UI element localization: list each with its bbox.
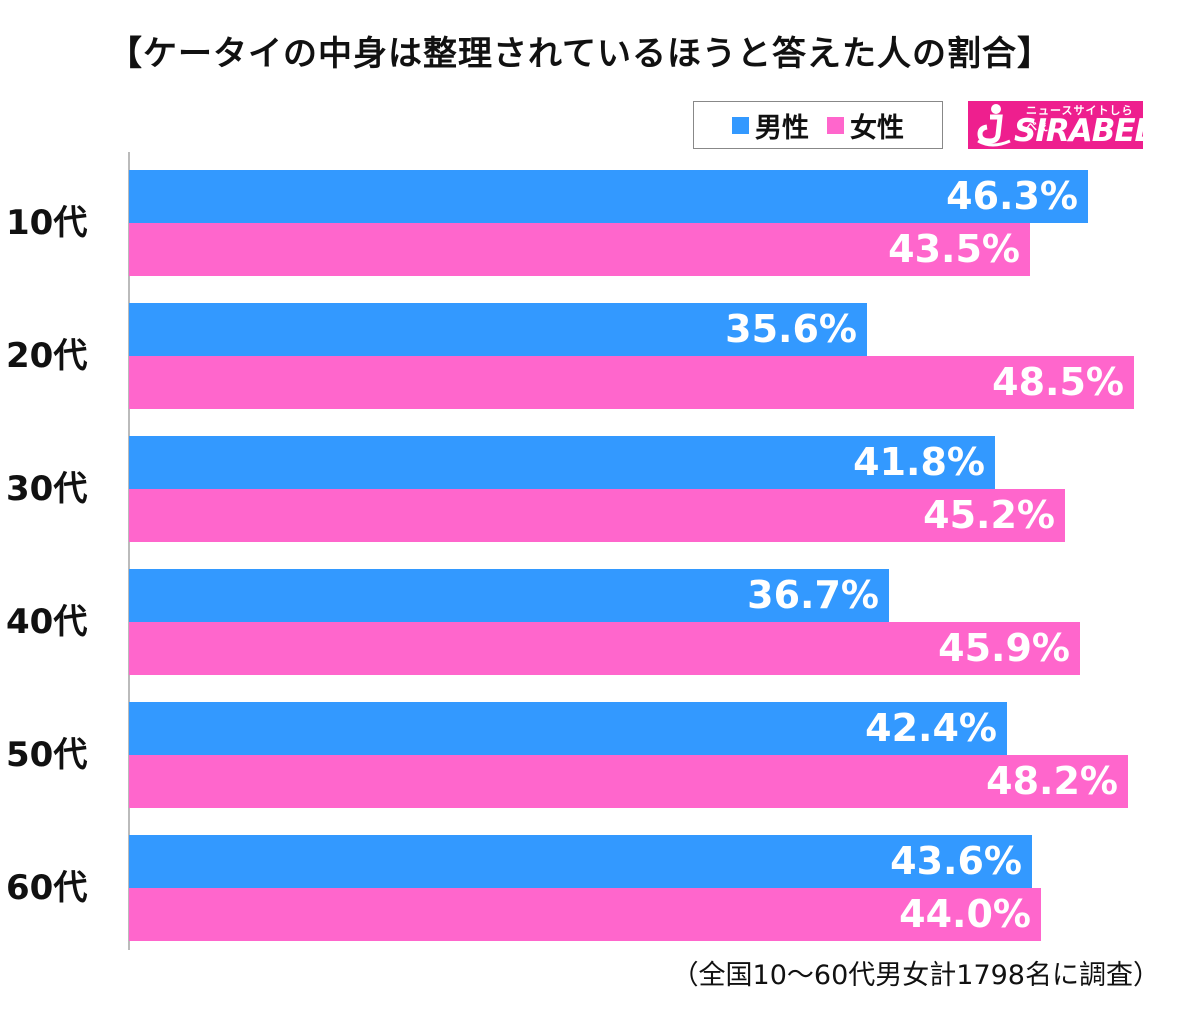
category-label: 30代 <box>6 469 88 509</box>
logo-tagline: ニュースサイトしらべぇ <box>1026 104 1134 133</box>
bar-value-label: 48.2% <box>986 759 1118 803</box>
bar-value-label: 44.0% <box>899 892 1031 936</box>
bar-male: 35.6% <box>129 303 867 356</box>
legend: 男性 女性 <box>693 101 943 149</box>
bar-value-label: 45.9% <box>938 626 1070 670</box>
chart-title: 【ケータイの中身は整理されているほうと答えた人の割合】 <box>108 34 1052 74</box>
category-label: 60代 <box>6 868 88 908</box>
bar-value-label: 42.4% <box>865 706 997 750</box>
bar-value-label: 36.7% <box>747 573 879 617</box>
bar-female: 48.2% <box>129 755 1128 808</box>
logo-wordmark: SIRABEE <box>1014 113 1143 149</box>
category-label: 10代 <box>6 203 88 243</box>
bar-male: 46.3% <box>129 170 1088 223</box>
bar-value-label: 41.8% <box>853 440 985 484</box>
legend-swatch-female <box>827 116 844 134</box>
bar-male: 43.6% <box>129 835 1032 888</box>
bar-value-label: 43.5% <box>888 227 1020 271</box>
bar-female: 45.2% <box>129 489 1065 542</box>
category-axis-line <box>128 152 130 950</box>
bar-male: 36.7% <box>129 569 889 622</box>
legend-label-female: 女性 <box>850 112 904 144</box>
bar-value-label: 45.2% <box>923 493 1055 537</box>
bar-value-label: 48.5% <box>992 360 1124 404</box>
bar-value-label: 46.3% <box>946 174 1078 218</box>
legend-swatch-male <box>732 116 749 134</box>
legend-item-male: 男性 <box>732 106 809 145</box>
bar-female: 45.9% <box>129 622 1080 675</box>
logo-i-icon <box>977 104 1011 147</box>
sirabee-logo: ニュースサイトしらべぇ SIRABEE <box>968 101 1143 149</box>
bar-female: 44.0% <box>129 888 1041 941</box>
bar-male: 42.4% <box>129 702 1007 755</box>
bar-female: 43.5% <box>129 223 1030 276</box>
legend-label-male: 男性 <box>755 112 809 144</box>
legend-item-female: 女性 <box>827 106 904 145</box>
bar-male: 41.8% <box>129 436 995 489</box>
survey-footnote: （全国10～60代男女計1798名に調査） <box>671 960 1160 991</box>
category-label: 50代 <box>6 735 88 775</box>
category-label: 20代 <box>6 336 88 376</box>
bar-value-label: 43.6% <box>890 839 1022 883</box>
bar-female: 48.5% <box>129 356 1134 409</box>
bar-value-label: 35.6% <box>725 307 857 351</box>
category-label: 40代 <box>6 602 88 642</box>
